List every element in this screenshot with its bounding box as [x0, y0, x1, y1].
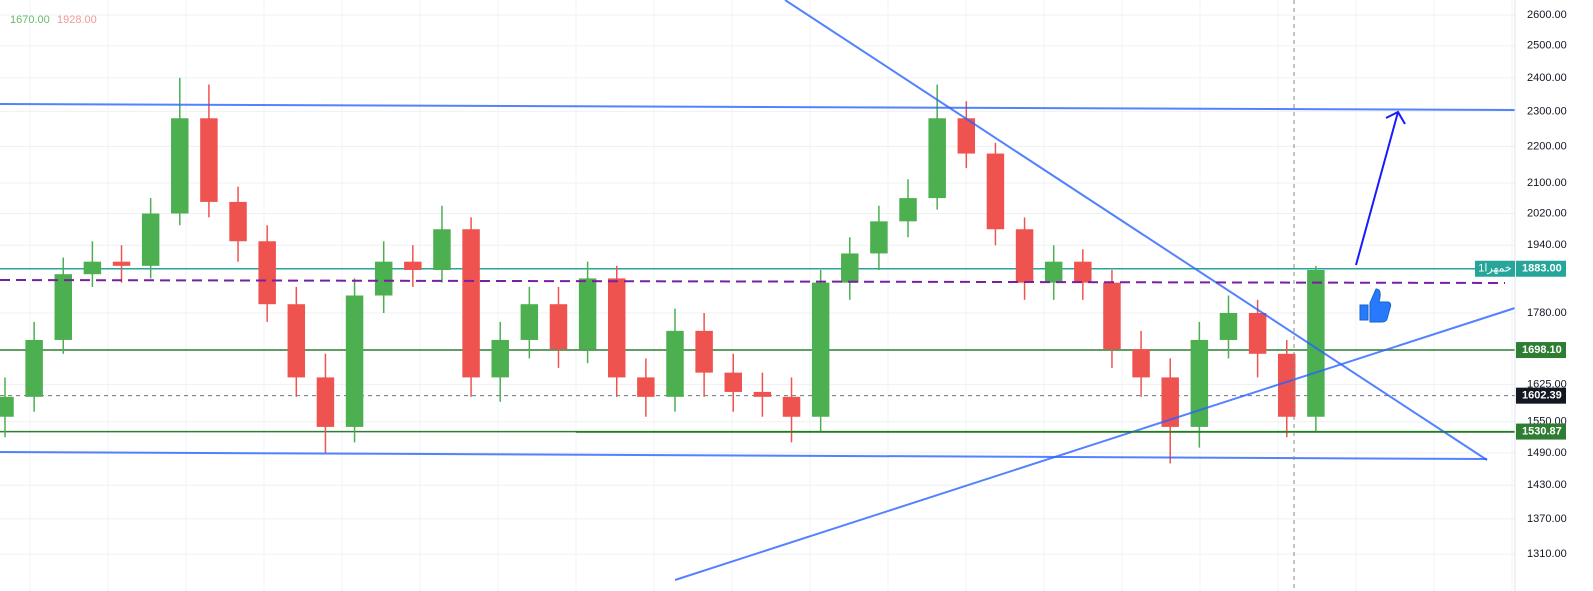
price-label: 1698.10: [1522, 344, 1562, 356]
symbol-label-box: [1475, 260, 1515, 277]
candle-body: [1307, 270, 1325, 417]
candle-body: [608, 278, 626, 378]
y-tick-label: 2100.00: [1527, 177, 1567, 189]
price-label-box: [1516, 342, 1566, 359]
candle-body: [1161, 377, 1179, 427]
y-tick-label: 2500.00: [1527, 40, 1567, 52]
y-tick-label: 2400.00: [1527, 72, 1567, 84]
candle-body: [695, 330, 713, 373]
trend-line: [0, 451, 1488, 460]
candle-body: [374, 261, 393, 296]
candle-body: [1248, 312, 1267, 354]
candle-body: [986, 153, 1005, 230]
dashed-line: [0, 279, 1506, 284]
drawings: [0, 0, 1516, 591]
candle-body: [112, 261, 131, 266]
candle-body: [316, 377, 335, 427]
candle-body: [549, 304, 568, 350]
candle-body: [171, 118, 189, 214]
trend-line: [784, 0, 1488, 461]
candle-body: [1278, 353, 1296, 417]
candle-body: [345, 295, 364, 427]
thumbs-up-icon: [1359, 288, 1392, 323]
y-tick-label: 2200.00: [1527, 140, 1567, 152]
candle-body: [287, 304, 306, 378]
candle-body: [0, 396, 14, 417]
candles: [0, 77, 1325, 464]
y-tick-label: 1430.00: [1527, 479, 1567, 491]
trend-line: [0, 103, 1516, 111]
candle-body: [637, 377, 655, 397]
candle-body: [899, 198, 917, 222]
symbol-label: خمهرا1: [1478, 263, 1511, 275]
trend-line: [674, 307, 1516, 581]
price-label-box: [1516, 423, 1566, 440]
candle-body: [724, 372, 742, 392]
header-value: 1928.00: [57, 14, 97, 26]
y-tick-label: 1490.00: [1527, 447, 1567, 459]
candle-body: [1015, 229, 1034, 283]
candle-body: [200, 118, 218, 202]
candle-body: [1044, 261, 1063, 283]
y-tick-label: 1625.00: [1527, 379, 1567, 391]
candle-body: [1103, 282, 1121, 350]
price-axis: 2600.00 2500.00 2400.00 2300.00 2200.00 2100.…: [1475, 9, 1567, 560]
y-tick-label: 1310.00: [1527, 548, 1567, 560]
arrow: [1355, 111, 1399, 266]
candle-body: [1132, 349, 1150, 378]
candle-body: [841, 253, 859, 283]
candle-body: [1219, 312, 1238, 340]
candle-body: [928, 118, 946, 199]
y-tick-label: 1370.00: [1527, 513, 1567, 525]
candle-body: [811, 282, 830, 417]
candle-body: [433, 229, 451, 271]
candle-body: [753, 391, 772, 397]
price-label-box: [1516, 260, 1566, 277]
candle-body: [83, 261, 102, 275]
candle-body: [229, 201, 247, 242]
y-tick-label: 2600.00: [1527, 9, 1567, 21]
y-tick-label: 2020.00: [1527, 207, 1567, 219]
candle-body: [54, 274, 72, 340]
price-label: 1602.39: [1522, 390, 1562, 402]
y-tick-label: 1940.00: [1527, 239, 1567, 251]
candle-body: [1190, 339, 1209, 427]
candle-body: [870, 221, 888, 254]
candle-body: [141, 213, 160, 266]
y-tick-label: 2300.00: [1527, 105, 1567, 117]
candle-body: [666, 330, 684, 397]
price-label-box: [1516, 387, 1566, 404]
candle-body: [578, 278, 597, 350]
price-label: 1530.87: [1522, 425, 1562, 437]
header-value: 1670.00: [10, 14, 50, 26]
candle-body: [258, 241, 276, 305]
candle-body: [1074, 261, 1092, 283]
arrow-head: [1385, 110, 1406, 125]
y-tick-label: 1780.00: [1527, 307, 1567, 319]
candle-body: [462, 229, 480, 378]
candle-body: [957, 118, 976, 154]
price-label: 1883.00: [1522, 263, 1562, 275]
candle-body: [520, 304, 539, 340]
candle-body: [782, 396, 801, 417]
candle-body: [404, 261, 422, 271]
candle-body: [491, 339, 509, 378]
candle-body: [25, 339, 43, 397]
